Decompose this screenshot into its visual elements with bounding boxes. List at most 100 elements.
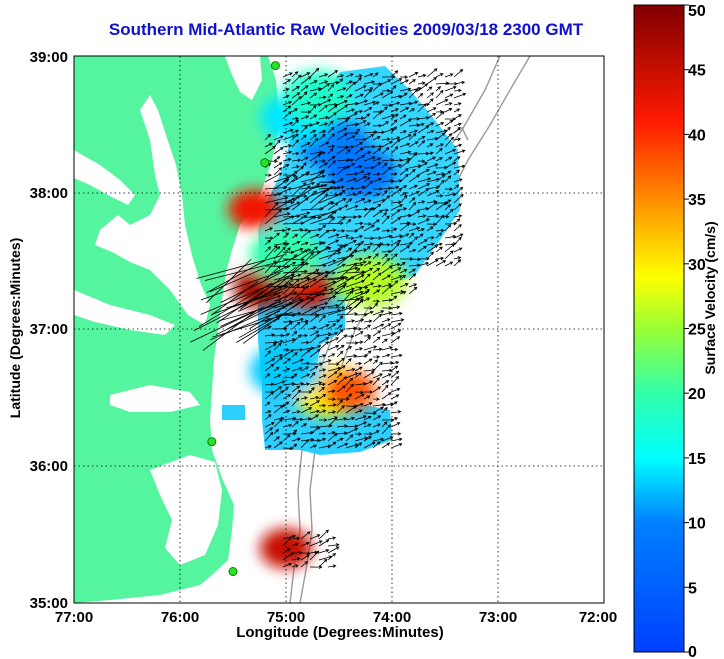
velocity-vector bbox=[390, 78, 403, 85]
velocity-vector bbox=[417, 261, 430, 267]
velocity-vector bbox=[300, 373, 311, 379]
velocity-vector bbox=[381, 186, 392, 191]
velocity-vector bbox=[435, 143, 444, 148]
velocity-vector bbox=[453, 259, 462, 267]
velocity-vector bbox=[354, 175, 367, 183]
velocity-vector bbox=[354, 154, 366, 162]
velocity-vector bbox=[282, 386, 289, 393]
velocity-vector bbox=[282, 250, 295, 255]
velocity-vector bbox=[300, 134, 307, 141]
velocity-vector bbox=[381, 424, 391, 435]
velocity-vector bbox=[309, 274, 329, 288]
velocity-vector bbox=[336, 324, 343, 330]
velocity-vector bbox=[408, 268, 416, 274]
velocity-vector bbox=[435, 246, 443, 253]
velocity-vector bbox=[318, 529, 329, 540]
velocity-vector bbox=[273, 428, 279, 435]
velocity-vector bbox=[399, 269, 408, 274]
velocity-vector bbox=[318, 324, 330, 330]
velocity-vector bbox=[417, 188, 430, 197]
velocity-vector bbox=[300, 554, 310, 561]
velocity-vector bbox=[390, 188, 403, 197]
velocity-vector bbox=[426, 98, 434, 106]
velocity-vector bbox=[372, 244, 381, 253]
velocity-vector bbox=[336, 315, 344, 323]
velocity-vector bbox=[202, 309, 258, 351]
velocity-vector bbox=[291, 211, 311, 218]
velocity-vector bbox=[354, 274, 365, 281]
velocity-vector bbox=[282, 278, 300, 295]
velocity-vector bbox=[318, 314, 326, 323]
velocity-vector bbox=[372, 203, 382, 211]
velocity-vector bbox=[426, 68, 438, 78]
velocity-vector bbox=[291, 249, 309, 260]
velocity-vector bbox=[327, 344, 340, 351]
velocity-vector bbox=[264, 264, 291, 269]
velocity-vector bbox=[327, 210, 337, 218]
velocity-vector bbox=[345, 298, 364, 316]
velocity-vector bbox=[363, 416, 372, 421]
velocity-vector bbox=[327, 172, 336, 177]
velocity-vector bbox=[372, 267, 381, 274]
velocity-vector bbox=[309, 334, 320, 344]
velocity-vector bbox=[435, 232, 443, 239]
velocity-vector bbox=[282, 121, 294, 127]
velocity-vector bbox=[363, 88, 373, 99]
potomac-river bbox=[74, 150, 135, 205]
velocity-vector bbox=[354, 225, 365, 232]
velocity-vector bbox=[300, 396, 308, 400]
velocity-vector bbox=[300, 423, 308, 428]
velocity-vector bbox=[291, 119, 300, 127]
velocity-vector bbox=[354, 76, 362, 85]
velocity-vector bbox=[354, 234, 364, 239]
velocity-vector bbox=[336, 95, 345, 99]
velocity-vector bbox=[345, 158, 355, 162]
velocity-vector bbox=[435, 157, 443, 162]
velocity-vector bbox=[282, 72, 293, 78]
velocity-vector bbox=[408, 273, 417, 281]
velocity-vector bbox=[354, 128, 361, 134]
velocity-vector bbox=[426, 86, 433, 92]
velocity-vector bbox=[381, 208, 389, 212]
velocity-vector bbox=[417, 136, 426, 141]
velocity-vector bbox=[336, 216, 346, 225]
velocity-vector bbox=[282, 232, 290, 239]
velocity-vector bbox=[399, 75, 409, 79]
velocity-vector bbox=[390, 239, 402, 246]
y-tick-labels: 39:00 38:00 37:00 36:00 35:00 bbox=[30, 49, 68, 612]
velocity-vector bbox=[372, 302, 379, 309]
velocity-vector bbox=[444, 117, 457, 121]
velocity-vector bbox=[291, 158, 302, 162]
velocity-vector bbox=[408, 210, 421, 218]
velocity-vector bbox=[363, 273, 371, 281]
velocity-vector bbox=[259, 262, 308, 300]
velocity-vector bbox=[300, 333, 309, 338]
velocity-vector bbox=[381, 106, 388, 113]
velocity-vector bbox=[282, 332, 291, 337]
velocity-vector bbox=[372, 359, 379, 365]
velocity-vector bbox=[291, 247, 304, 253]
velocity-vector bbox=[345, 236, 355, 240]
velocity-vector bbox=[273, 380, 286, 386]
velocity-vector bbox=[444, 85, 457, 92]
velocity-vector bbox=[282, 128, 294, 134]
velocity-vector bbox=[327, 397, 336, 401]
velocity-vector bbox=[381, 380, 390, 386]
velocity-vector bbox=[291, 108, 298, 113]
velocity-vector bbox=[264, 343, 277, 351]
radar-stations bbox=[207, 61, 280, 577]
velocity-vector bbox=[318, 403, 327, 408]
velocity-vector bbox=[345, 383, 354, 393]
velocity-vector bbox=[363, 345, 378, 351]
velocity-vector bbox=[399, 150, 412, 155]
velocity-vector bbox=[435, 260, 447, 267]
velocity-vector bbox=[336, 119, 349, 127]
velocity-vector bbox=[399, 168, 409, 176]
velocity-vector bbox=[408, 108, 415, 113]
velocity-vector bbox=[327, 126, 335, 134]
velocity-vector bbox=[318, 386, 325, 393]
velocity-vector bbox=[390, 311, 403, 316]
velocity-vector bbox=[291, 261, 305, 274]
velocity-vector bbox=[200, 277, 286, 315]
